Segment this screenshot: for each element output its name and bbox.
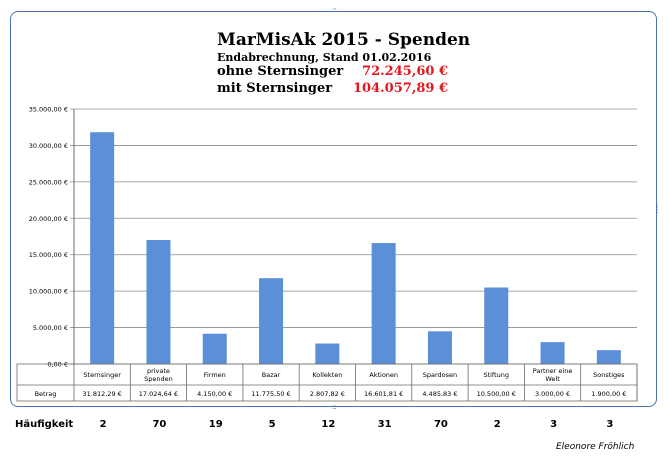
data-label: 4.485,83 € — [422, 390, 457, 398]
x-tick-label: Kollekten — [312, 371, 342, 379]
x-tick-label: Spardosen — [423, 371, 457, 379]
data-label: 31.812,29 € — [83, 390, 122, 398]
frequency-value: 3 — [606, 419, 614, 430]
frequency-value: 2 — [493, 419, 501, 430]
y-tick-label: 20.000,00 € — [29, 215, 68, 223]
x-tick-label: Sonstiges — [593, 371, 625, 379]
frequency-value: 2 — [99, 419, 107, 430]
author-credit: Eleonore Fröhlich — [556, 442, 635, 452]
summary-label-without: ohne Sternsinger — [217, 64, 344, 79]
summary-value-without: 72.245,60 € — [362, 64, 448, 79]
chart-frame[interactable] — [10, 11, 657, 407]
x-tick-label: Sternsinger — [83, 371, 121, 379]
resize-handle-left[interactable]: ::: — [9, 202, 12, 215]
resize-handle-bottom[interactable]: ::: — [331, 403, 337, 411]
y-tick-label: 0,00 € — [47, 361, 68, 369]
frequency-value: 5 — [268, 419, 276, 430]
y-tick-label: 15.000,00 € — [29, 251, 68, 259]
summary-label-with: mit Sternsinger — [217, 81, 333, 96]
bar-3 — [259, 278, 284, 364]
resize-handle-right[interactable]: ::: — [656, 202, 659, 215]
data-label: 16.601,81 € — [364, 390, 403, 398]
frequency-value: 31 — [377, 419, 392, 430]
summary-value-with: 104.057,89 € — [353, 81, 448, 96]
x-tick-label: Partner eine Welt — [533, 367, 573, 383]
y-tick-label: 25.000,00 € — [29, 178, 68, 186]
table-series-name: Betrag — [35, 390, 57, 398]
x-tick-label: Stiftung — [483, 371, 509, 379]
chart-title: MarMisAk 2015 - Spenden — [217, 30, 471, 50]
y-tick-label: 10.000,00 € — [29, 288, 68, 296]
resize-handle-top[interactable]: ::: — [331, 6, 337, 14]
data-label: 2.807,82 € — [310, 390, 345, 398]
data-label: 11.775,50 € — [251, 390, 290, 398]
bar-0 — [90, 132, 115, 364]
frequency-value: 12 — [321, 419, 336, 430]
bar-2 — [202, 333, 227, 364]
x-tick-label: Bazar — [262, 371, 281, 379]
bar-5 — [371, 243, 396, 364]
y-tick-label: 5.000,00 € — [33, 324, 68, 332]
x-tick-label: Firmen — [204, 371, 226, 379]
frequency-value: 70 — [433, 419, 448, 430]
bar-6 — [427, 331, 452, 364]
x-tick-label: private Spenden — [144, 367, 173, 383]
bar-8 — [540, 342, 565, 364]
frequency-value: 19 — [208, 419, 223, 430]
bar-4 — [315, 343, 340, 364]
frequency-value: 3 — [550, 419, 558, 430]
frequency-value: 70 — [152, 419, 167, 430]
data-label: 17.024,64 € — [139, 390, 178, 398]
data-label: 3.000,00 € — [535, 390, 570, 398]
frequency-label: Häufigkeit — [15, 419, 74, 430]
bar-7 — [484, 287, 509, 364]
data-label: 4.150,00 € — [197, 390, 232, 398]
y-tick-label: 30.000,00 € — [29, 142, 68, 150]
data-label: 10.500,00 € — [477, 390, 516, 398]
x-tick-label: Aktionen — [369, 371, 398, 379]
chart-subtitle: Endabrechnung, Stand 01.02.2016 — [217, 51, 432, 64]
y-tick-label: 35.000,00 € — [29, 106, 68, 114]
bar-9 — [596, 350, 621, 364]
data-label: 1.900,00 € — [591, 390, 626, 398]
bar-1 — [146, 239, 171, 364]
